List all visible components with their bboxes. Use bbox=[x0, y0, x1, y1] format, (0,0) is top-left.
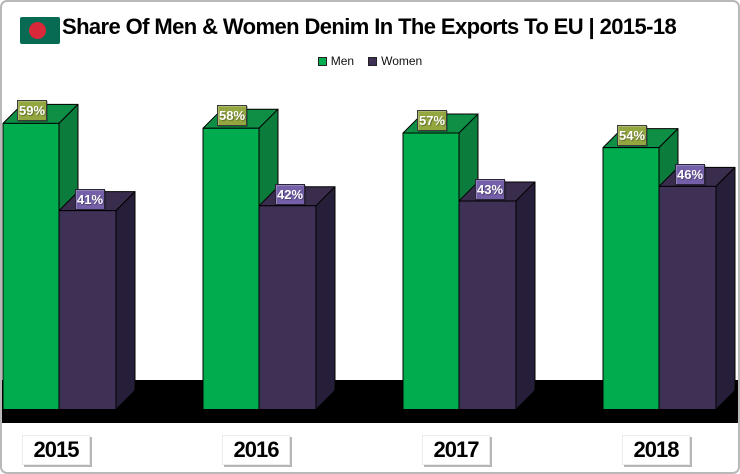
data-label-men-2016: 58% bbox=[217, 105, 247, 127]
data-label-men-2018: 54% bbox=[617, 124, 647, 146]
bar-men-2015-front bbox=[2, 122, 60, 410]
bar-women-2018-front bbox=[658, 185, 717, 410]
bar-men-2016-front bbox=[202, 127, 260, 410]
bar-women-2016-front bbox=[258, 205, 317, 410]
category-label-2016: 2016 bbox=[222, 435, 290, 465]
bangladesh-flag-icon bbox=[20, 17, 60, 44]
bar-women-2018-side bbox=[715, 166, 736, 410]
category-label-2018: 2018 bbox=[622, 435, 690, 465]
legend-swatch bbox=[368, 56, 378, 66]
bar-women-2015-front bbox=[58, 210, 117, 410]
data-label-women-2016: 42% bbox=[275, 183, 305, 205]
legend-item-women: Women bbox=[368, 54, 422, 68]
legend-label-men: Men bbox=[330, 54, 355, 68]
legend-item-men: Men bbox=[317, 54, 355, 68]
bar-women-2017-front bbox=[458, 200, 517, 410]
chart-legend: Men Women bbox=[2, 54, 738, 68]
legend-label-women: Women bbox=[381, 54, 423, 68]
bar-men-2018-front bbox=[602, 147, 660, 410]
bar-women-2015-side bbox=[115, 191, 136, 410]
data-label-men-2015: 59% bbox=[17, 100, 47, 122]
bar-women-2017-side bbox=[515, 181, 536, 410]
bar-women-2016-side bbox=[315, 186, 336, 410]
legend-swatch bbox=[317, 56, 327, 66]
flag-red-disc-icon bbox=[29, 22, 46, 39]
category-label-2017: 2017 bbox=[422, 435, 490, 465]
bar-men-2017-front bbox=[402, 132, 460, 410]
category-label-2015: 2015 bbox=[22, 435, 90, 465]
data-label-women-2015: 41% bbox=[75, 188, 105, 210]
page-title: Share Of Men & Women Denim In The Export… bbox=[62, 14, 677, 39]
data-label-men-2017: 57% bbox=[417, 110, 447, 132]
data-label-women-2017: 43% bbox=[475, 178, 505, 200]
data-label-women-2018: 46% bbox=[675, 164, 705, 186]
